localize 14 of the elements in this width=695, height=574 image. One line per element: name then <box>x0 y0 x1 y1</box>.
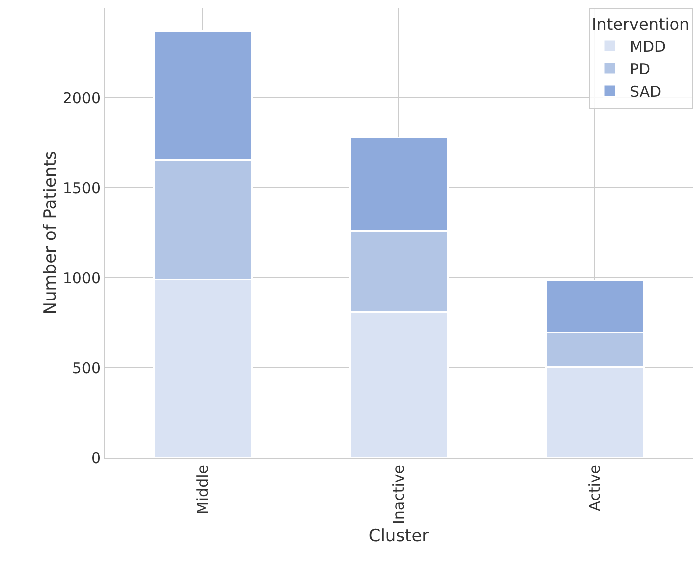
x-axis-title: Cluster <box>368 526 430 547</box>
y-tick-label: 0 <box>91 449 101 468</box>
legend-label: PD <box>630 60 651 78</box>
y-tick-label: 1000 <box>62 269 101 288</box>
legend-label: SAD <box>630 82 662 101</box>
x-tick-label: Middle <box>194 465 212 515</box>
y-axis-title: Number of Patients <box>40 151 61 315</box>
y-tick-label: 1500 <box>62 179 101 198</box>
x-tick-label: Inactive <box>390 465 408 525</box>
legend-label: MDD <box>630 38 666 56</box>
x-tick-label: Active <box>586 465 604 512</box>
y-tick-label: 2000 <box>62 89 101 108</box>
legend-title: Intervention <box>592 14 690 34</box>
y-tick-label: 500 <box>72 359 101 378</box>
